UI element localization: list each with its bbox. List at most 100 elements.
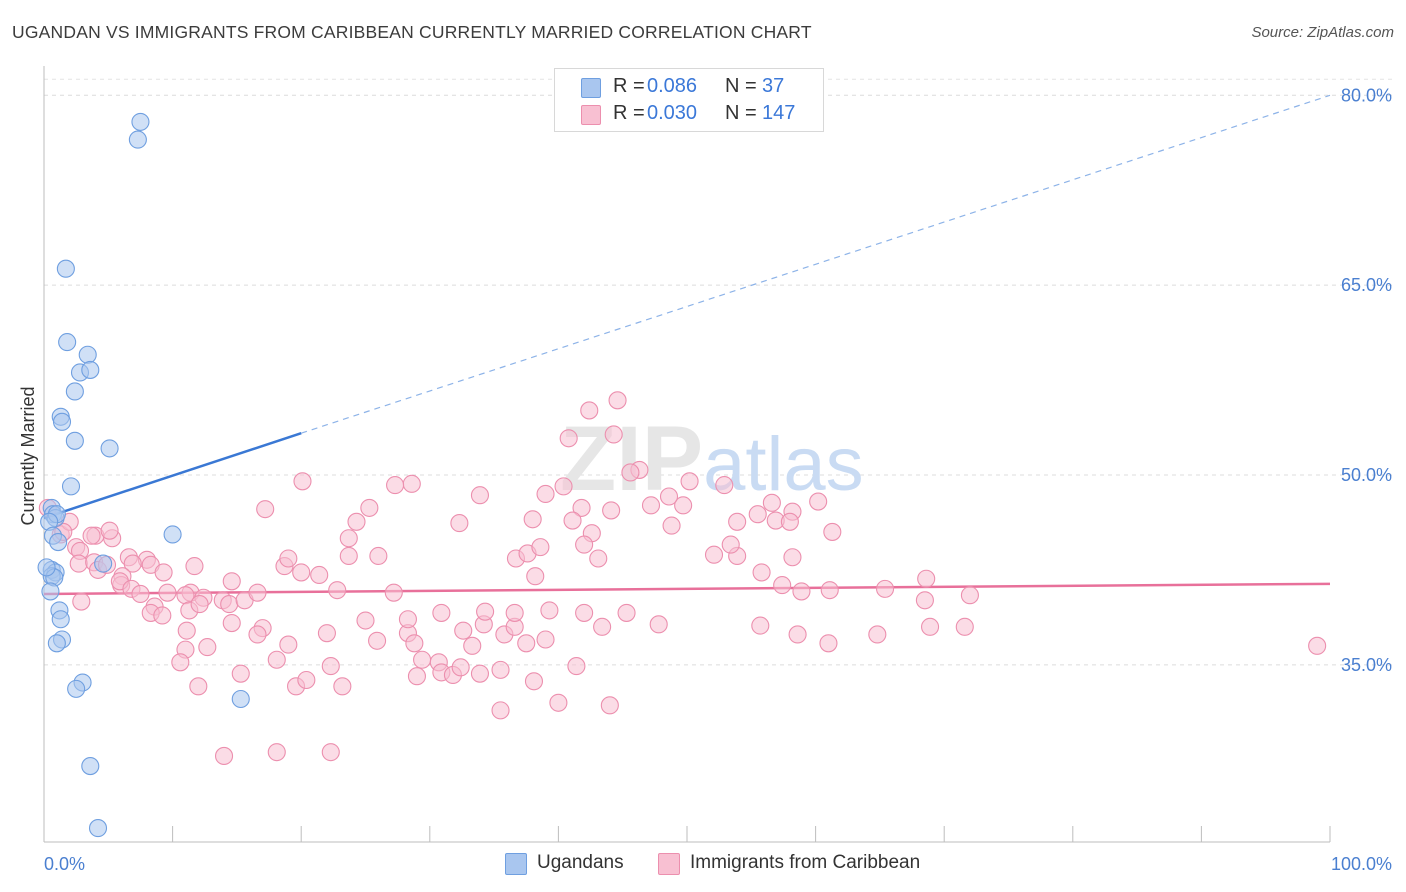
point-caribbean — [715, 476, 734, 495]
point-caribbean — [451, 658, 470, 677]
point-caribbean — [405, 634, 424, 653]
point-caribbean — [602, 501, 621, 520]
point-caribbean — [190, 595, 209, 614]
source-label: Source: ZipAtlas.com — [1251, 24, 1394, 41]
point-caribbean — [662, 516, 681, 535]
point-ugandan — [81, 757, 100, 776]
gridlines — [44, 78, 1392, 666]
r-value: 0.086 — [647, 75, 698, 97]
point-caribbean — [567, 657, 586, 676]
legend-swatch-caribbean — [581, 105, 601, 125]
point-caribbean — [189, 677, 208, 696]
point-ugandan — [65, 382, 84, 401]
point-caribbean — [536, 484, 555, 504]
point-caribbean — [402, 474, 421, 493]
point-caribbean — [131, 584, 150, 603]
n-value: 147 — [762, 102, 796, 124]
trend-line-ugandans — [43, 432, 302, 520]
point-caribbean — [921, 617, 940, 636]
point-caribbean — [333, 677, 352, 696]
point-caribbean — [339, 529, 358, 548]
point-caribbean — [868, 625, 887, 644]
point-caribbean — [256, 500, 275, 519]
point-ugandan — [61, 477, 81, 496]
bottom-legend-swatch-caribbean — [658, 853, 680, 875]
point-ugandan — [49, 533, 68, 552]
y-tick-label: 50.0% — [1341, 465, 1392, 485]
n-label: N = — [725, 75, 757, 97]
point-caribbean — [589, 549, 608, 568]
point-caribbean — [310, 565, 329, 585]
point-caribbean — [792, 582, 811, 601]
point-caribbean — [674, 496, 693, 515]
legend-row-caribbean: R = 0.030 N = 147 — [555, 102, 823, 128]
point-caribbean — [72, 592, 91, 611]
point-caribbean — [617, 603, 636, 622]
y-tick-label: 65.0% — [1341, 275, 1392, 295]
point-caribbean — [491, 660, 510, 679]
point-caribbean — [356, 611, 375, 630]
chart-title: UGANDAN VS IMMIGRANTS FROM CARIBBEAN CUR… — [12, 22, 812, 42]
r-label: R = — [613, 75, 645, 97]
point-caribbean — [820, 581, 839, 600]
point-caribbean — [641, 496, 661, 515]
axis-labels: 80.0% 65.0% 50.0% 35.0% 0.0% 100.0% Currently … — [18, 85, 1392, 874]
point-caribbean — [559, 429, 578, 448]
point-ugandan — [41, 582, 60, 601]
point-caribbean — [153, 606, 172, 625]
trend-lines — [43, 94, 1331, 596]
point-caribbean — [917, 569, 936, 588]
point-caribbean — [297, 670, 316, 690]
point-caribbean — [748, 505, 767, 524]
point-ugandan — [58, 333, 77, 352]
legend-row-ugandans: R = 0.086 N = 37 — [555, 75, 823, 101]
point-caribbean — [554, 477, 573, 496]
point-ugandan — [163, 525, 182, 544]
x-tick-label: 100.0% — [1331, 854, 1392, 874]
point-caribbean — [773, 576, 792, 595]
point-caribbean — [185, 557, 204, 576]
point-caribbean — [407, 667, 426, 686]
point-caribbean — [580, 401, 599, 420]
watermark: ZIPatlas — [560, 408, 864, 510]
point-caribbean — [517, 634, 536, 653]
point-caribbean — [454, 621, 473, 640]
x-tick-label: 0.0% — [44, 854, 85, 874]
y-tick-label: 35.0% — [1341, 655, 1392, 675]
bottom-legend-swatch-ugandans — [505, 853, 527, 875]
point-caribbean — [321, 743, 340, 762]
point-caribbean — [531, 538, 550, 557]
point-caribbean — [154, 563, 173, 582]
point-caribbean — [505, 603, 524, 622]
point-caribbean — [279, 549, 298, 568]
point-ugandan — [67, 679, 86, 698]
point-caribbean — [347, 512, 366, 531]
point-caribbean — [621, 463, 640, 482]
point-caribbean — [177, 621, 196, 640]
point-caribbean — [915, 591, 934, 610]
n-label: N = — [725, 102, 757, 124]
point-ugandan — [88, 819, 108, 838]
point-ugandan — [100, 439, 119, 458]
point-ugandan — [37, 558, 56, 577]
point-caribbean — [450, 514, 469, 533]
point-caribbean — [248, 583, 267, 602]
point-caribbean — [470, 486, 490, 505]
point-caribbean — [248, 625, 267, 644]
point-caribbean — [368, 631, 387, 650]
point-caribbean — [593, 617, 612, 636]
point-caribbean — [604, 425, 623, 444]
point-caribbean — [476, 602, 495, 621]
point-ugandan — [78, 345, 97, 364]
point-caribbean — [823, 522, 842, 541]
point-caribbean — [69, 554, 88, 573]
point-caribbean — [123, 554, 142, 573]
point-caribbean — [600, 696, 619, 715]
point-caribbean — [470, 664, 490, 683]
y-tick-label: 80.0% — [1341, 85, 1392, 105]
stats-legend: R = 0.086 N = 37 R = 0.030 N = 147 — [554, 68, 824, 132]
watermark-atlas: atlas — [703, 422, 864, 507]
point-caribbean — [360, 498, 379, 517]
point-caribbean — [279, 635, 298, 654]
